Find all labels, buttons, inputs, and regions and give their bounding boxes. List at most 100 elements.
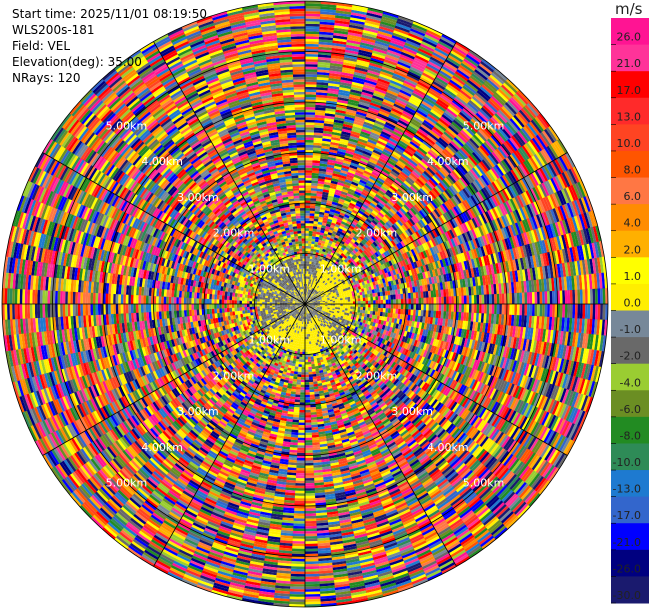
- velocity-gate: [318, 237, 323, 241]
- velocity-gate: [379, 71, 394, 78]
- velocity-gate: [333, 119, 345, 124]
- velocity-gate: [319, 24, 335, 28]
- velocity-gate: [366, 12, 383, 19]
- velocity-gate: [337, 200, 345, 206]
- velocity-gate: [322, 246, 327, 250]
- velocity-gate: [309, 208, 316, 212]
- velocity-gate: [369, 134, 380, 141]
- velocity-gate: [360, 94, 373, 101]
- velocity-gate: [374, 120, 386, 127]
- velocity-gate: [307, 291, 309, 295]
- velocity-gate: [305, 16, 321, 20]
- velocity-gate: [409, 28, 426, 37]
- velocity-gate: [589, 288, 593, 305]
- velocity-gate: [305, 38, 320, 42]
- velocity-gate: [415, 309, 419, 317]
- velocity-gate: [367, 109, 379, 116]
- velocity-gate: [344, 52, 359, 58]
- velocity-gate: [332, 35, 348, 40]
- velocity-gate: [340, 305, 343, 309]
- velocity-gate: [342, 299, 346, 303]
- velocity-gate: [319, 16, 336, 21]
- velocity-gate: [326, 93, 339, 98]
- velocity-gate: [330, 55, 345, 60]
- velocity-gate: [316, 77, 330, 81]
- velocity-gate: [542, 291, 545, 305]
- velocity-gate: [324, 176, 333, 181]
- velocity-gate: [305, 238, 309, 241]
- velocity-gate: [340, 191, 348, 196]
- velocity-gate: [312, 155, 321, 159]
- velocity-gate: [305, 293, 307, 297]
- velocity-gate: [305, 28, 320, 32]
- velocity-gate: [305, 296, 307, 300]
- velocity-gate: [351, 128, 362, 134]
- velocity-gate: [332, 199, 339, 204]
- velocity-gate: [364, 22, 381, 29]
- velocity-gate: [383, 299, 386, 305]
- velocity-gate: [315, 262, 319, 266]
- velocity-gate: [368, 107, 380, 114]
- velocity-gate: [316, 74, 330, 79]
- velocity-gate: [378, 110, 390, 118]
- velocity-gate: [372, 296, 376, 301]
- velocity-gate: [312, 228, 317, 232]
- velocity-gate: [305, 56, 319, 60]
- velocity-gate: [342, 64, 356, 70]
- velocity-gate: [314, 211, 320, 215]
- velocity-gate: [313, 135, 324, 139]
- velocity-gate: [374, 43, 389, 50]
- velocity-gate: [342, 123, 354, 129]
- velocity-gate: [365, 77, 379, 84]
- velocity-gate: [311, 180, 319, 184]
- velocity-gate: [365, 116, 376, 123]
- velocity-gate: [316, 247, 321, 251]
- velocity-gate: [364, 19, 381, 27]
- velocity-gate: [327, 250, 332, 255]
- velocity-gate: [305, 26, 321, 30]
- velocity-gate: [562, 290, 566, 305]
- velocity-gate: [305, 210, 311, 214]
- velocity-gate: [312, 162, 321, 166]
- velocity-gate: [377, 311, 381, 316]
- velocity-gate: [328, 151, 338, 156]
- velocity-gate: [349, 22, 365, 28]
- velocity-gate: [350, 133, 360, 139]
- velocity-gate: [400, 293, 404, 300]
- velocity-gate: [536, 304, 540, 317]
- velocity-gate: [385, 54, 400, 62]
- velocity-gate: [310, 269, 313, 272]
- velocity-gate: [390, 39, 406, 48]
- velocity-gate: [373, 90, 386, 97]
- velocity-gate: [321, 194, 329, 198]
- velocity-gate: [384, 56, 399, 64]
- velocity-gate: [313, 140, 323, 144]
- velocity-gate: [322, 130, 333, 135]
- velocity-gate: [307, 291, 309, 295]
- velocity-gate: [305, 286, 307, 289]
- velocity-gate: [327, 218, 333, 223]
- velocity-gate: [376, 83, 389, 90]
- velocity-gate: [345, 150, 355, 156]
- velocity-gate: [362, 86, 375, 93]
- velocity-gate: [362, 123, 374, 130]
- velocity-gate: [324, 210, 331, 214]
- velocity-gate: [326, 236, 331, 241]
- velocity-gate: [352, 79, 365, 85]
- velocity-gate: [337, 227, 343, 233]
- velocity-gate: [350, 12, 367, 18]
- velocity-gate: [330, 141, 340, 146]
- velocity-gate: [363, 148, 374, 155]
- velocity-gate: [357, 304, 361, 308]
- velocity-gate: [329, 208, 336, 213]
- velocity-gate: [602, 288, 606, 305]
- velocity-gate: [336, 101, 348, 107]
- velocity-gate: [365, 114, 377, 121]
- velocity-gate: [348, 138, 359, 144]
- velocity-gate: [342, 305, 346, 309]
- velocity-gate: [320, 11, 337, 16]
- velocity-gate: [321, 238, 327, 242]
- velocity-gate: [309, 218, 315, 222]
- velocity-gate: [305, 235, 309, 239]
- velocity-gate: [309, 213, 315, 217]
